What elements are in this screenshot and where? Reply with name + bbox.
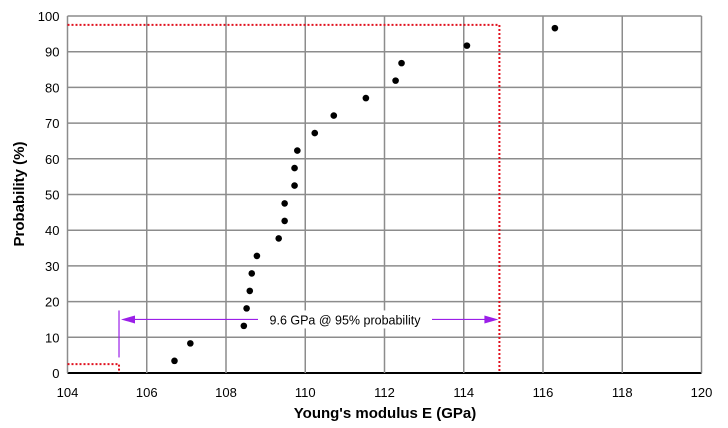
y-tick-label: 0 bbox=[52, 366, 59, 381]
x-tick-label: 110 bbox=[295, 385, 316, 400]
y-axis-ticks: 0 10 20 30 40 50 60 70 80 90 100 bbox=[38, 9, 60, 381]
data-point bbox=[275, 235, 283, 242]
x-tick-label: 112 bbox=[374, 385, 395, 400]
y-tick-label: 30 bbox=[45, 259, 59, 274]
grid bbox=[66, 15, 703, 374]
x-tick-label: 118 bbox=[612, 385, 633, 400]
y-tick-label: 100 bbox=[38, 9, 60, 24]
y-tick-label: 60 bbox=[45, 152, 59, 167]
right-arrowhead-icon bbox=[484, 315, 499, 324]
data-point bbox=[243, 305, 250, 312]
data-point bbox=[171, 357, 178, 365]
data-point bbox=[551, 24, 559, 32]
x-axis-label: Young's modulus E (GPa) bbox=[294, 405, 476, 422]
data-point bbox=[281, 200, 288, 207]
y-tick-label: 90 bbox=[45, 45, 59, 60]
data-point bbox=[291, 164, 298, 172]
y-tick-label: 80 bbox=[45, 80, 59, 95]
data-point bbox=[253, 252, 261, 260]
x-tick-label: 114 bbox=[453, 385, 474, 400]
x-tick-label: 104 bbox=[57, 385, 79, 400]
data-point bbox=[246, 287, 254, 295]
y-tick-label: 10 bbox=[45, 330, 59, 345]
annotation: 9.6 GPa @ 95% probability bbox=[118, 310, 499, 358]
data-point bbox=[392, 77, 399, 84]
y-tick-label: 70 bbox=[45, 116, 59, 131]
data-point bbox=[291, 182, 298, 189]
data-point bbox=[294, 147, 301, 154]
y-tick-label: 20 bbox=[45, 295, 59, 310]
data-point bbox=[187, 340, 194, 347]
data-points bbox=[171, 24, 559, 365]
data-point bbox=[240, 322, 248, 330]
x-tick-label: 106 bbox=[136, 385, 158, 400]
left-arrowhead-icon bbox=[121, 315, 136, 324]
data-point bbox=[398, 59, 405, 67]
data-point bbox=[281, 217, 288, 225]
data-point bbox=[248, 270, 256, 277]
lower-bound-line bbox=[67, 363, 121, 373]
data-point bbox=[362, 94, 370, 102]
y-tick-label: 40 bbox=[45, 223, 59, 238]
annotation-label: 9.6 GPa @ 95% probability bbox=[270, 313, 422, 327]
data-point bbox=[311, 129, 319, 137]
x-axis-ticks: 104 106 108 110 112 114 116 118 120 bbox=[57, 385, 713, 400]
y-axis-label: Probability (%) bbox=[11, 141, 28, 246]
y-tick-label: 50 bbox=[45, 188, 59, 203]
probability-bounds bbox=[67, 23, 501, 373]
x-tick-label: 116 bbox=[533, 385, 554, 400]
data-point bbox=[463, 42, 471, 49]
data-point bbox=[330, 112, 338, 119]
x-tick-label: 108 bbox=[215, 385, 237, 400]
annotation-background bbox=[262, 310, 428, 329]
x-tick-label: 120 bbox=[691, 385, 713, 400]
